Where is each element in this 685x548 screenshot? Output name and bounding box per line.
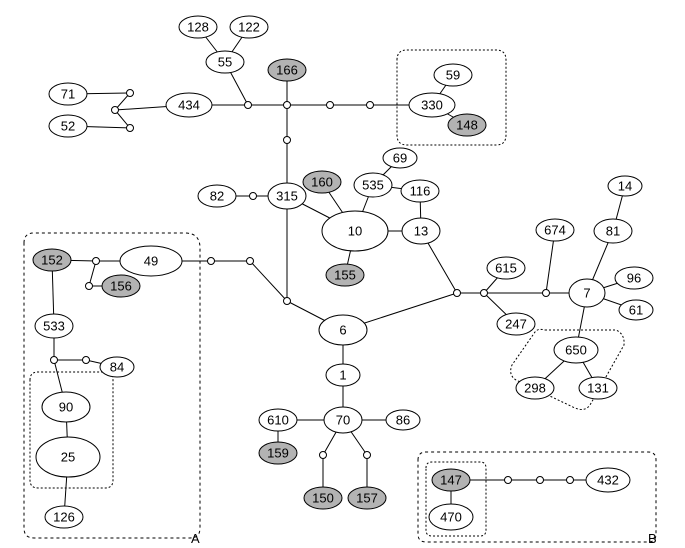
- network-diagram: AB71521281225516643459330148823151606953…: [0, 0, 685, 548]
- node: [402, 218, 440, 244]
- node: [432, 469, 470, 491]
- node: [383, 148, 417, 168]
- median-node: [112, 107, 119, 114]
- median-node: [367, 102, 374, 109]
- node: [487, 257, 525, 279]
- median-node: [127, 125, 134, 132]
- node: [259, 409, 297, 431]
- node: [348, 487, 386, 509]
- median-node: [567, 477, 574, 484]
- node: [42, 392, 90, 422]
- median-node: [364, 452, 371, 459]
- median-node: [481, 290, 488, 297]
- node: [49, 83, 87, 105]
- median-node: [284, 102, 291, 109]
- node: [322, 211, 388, 251]
- node: [36, 437, 100, 477]
- group-label: A: [191, 531, 200, 546]
- median-node: [537, 477, 544, 484]
- node: [120, 246, 182, 276]
- node: [326, 264, 364, 286]
- node: [409, 93, 455, 117]
- node: [324, 407, 362, 433]
- node: [326, 364, 360, 386]
- median-node: [245, 102, 252, 109]
- median-node: [250, 193, 257, 200]
- median-node: [247, 258, 254, 265]
- node: [268, 183, 306, 209]
- node: [615, 267, 653, 289]
- node: [230, 16, 268, 38]
- median-node: [208, 258, 215, 265]
- median-node: [320, 452, 327, 459]
- node: [304, 487, 342, 509]
- group-label: B: [648, 531, 657, 546]
- node: [586, 468, 630, 492]
- median-node: [284, 298, 291, 305]
- node: [448, 114, 486, 136]
- edge: [250, 261, 287, 301]
- node: [569, 279, 605, 307]
- node: [554, 337, 598, 363]
- node: [386, 410, 420, 430]
- node: [166, 93, 212, 117]
- median-node: [327, 102, 334, 109]
- node: [429, 504, 473, 530]
- median-node: [83, 357, 90, 364]
- node: [102, 275, 140, 297]
- node: [179, 16, 217, 38]
- node: [608, 176, 642, 196]
- node: [35, 314, 73, 338]
- node: [319, 315, 367, 345]
- node: [33, 249, 71, 271]
- median-node: [505, 477, 512, 484]
- group-outlines: AB: [24, 50, 657, 546]
- node: [354, 173, 392, 197]
- node: [619, 300, 653, 320]
- median-node: [127, 90, 134, 97]
- median-node: [86, 283, 93, 290]
- node: [401, 180, 439, 202]
- median-node: [454, 290, 461, 297]
- node: [268, 59, 306, 81]
- node: [516, 377, 554, 399]
- node: [579, 377, 617, 399]
- node: [303, 171, 341, 193]
- node: [434, 64, 472, 86]
- median-node: [93, 258, 100, 265]
- node: [49, 115, 87, 137]
- node: [100, 357, 134, 377]
- median-node: [543, 290, 550, 297]
- median-node: [51, 357, 58, 364]
- node: [594, 219, 632, 243]
- median-node: [284, 137, 291, 144]
- node: [259, 442, 297, 464]
- node: [45, 506, 83, 528]
- node: [198, 185, 236, 207]
- node: [206, 51, 244, 73]
- node: [497, 313, 535, 335]
- node: [536, 219, 574, 241]
